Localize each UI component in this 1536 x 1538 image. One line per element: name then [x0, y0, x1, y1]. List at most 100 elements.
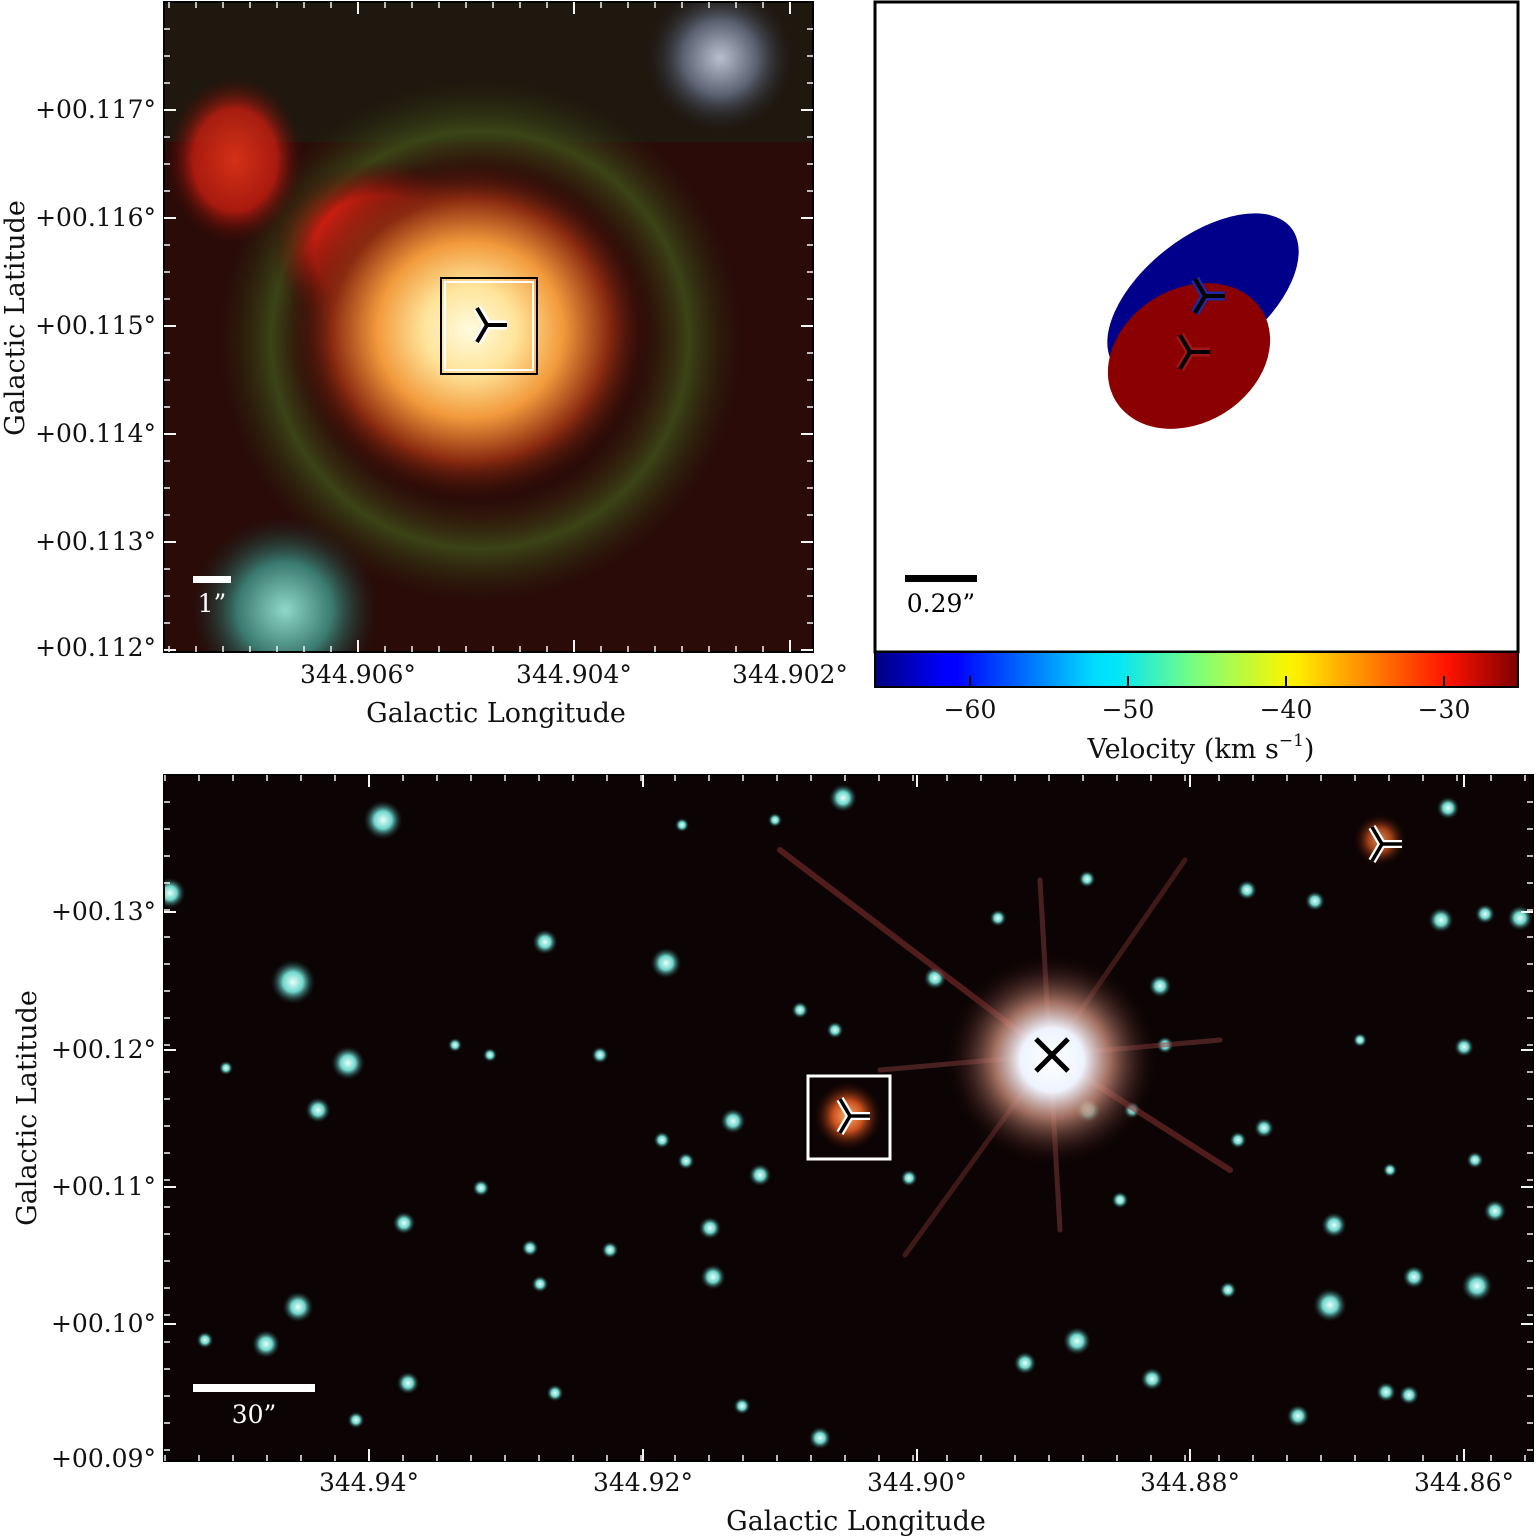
field-star — [1229, 1131, 1247, 1149]
y-tick-label: +00.116° — [35, 203, 156, 232]
field-star — [305, 1097, 331, 1123]
colorbar-title-exponent: −1 — [1279, 731, 1304, 751]
field-star — [1402, 1265, 1426, 1289]
field-star — [700, 1264, 726, 1290]
wide-field-image — [164, 775, 1533, 1461]
field-stars — [164, 784, 1533, 1450]
colorbar-tick-label: −40 — [1260, 695, 1313, 724]
y-tick-label: +00.09° — [51, 1444, 156, 1473]
y-tick-label: +00.12° — [51, 1035, 156, 1064]
field-star — [1237, 880, 1257, 900]
colorbar-tick-label: −30 — [1418, 695, 1471, 724]
field-star — [392, 1211, 416, 1235]
field-star — [698, 1216, 722, 1240]
y-tick-label: +00.10° — [51, 1309, 156, 1338]
scale-bar-label: 30” — [232, 1400, 277, 1429]
field-star — [1063, 1327, 1091, 1355]
velocity-colorbar — [874, 651, 1519, 688]
y-tick-label: +00.13° — [51, 897, 156, 926]
field-star — [282, 1291, 314, 1323]
field-star — [219, 1061, 233, 1075]
field-star — [1436, 796, 1460, 820]
y-tick-label: +00.11° — [51, 1172, 156, 1201]
field-star — [448, 1038, 462, 1052]
field-star — [826, 1021, 844, 1039]
colorbar-tick-label: −60 — [944, 695, 997, 724]
bottom-panel: 30” +00.13° +00.12° +00.11° +00.10° +00.… — [12, 774, 1534, 1537]
field-star — [1148, 974, 1172, 998]
field-star — [196, 1331, 214, 1349]
field-star — [331, 1046, 365, 1080]
field-star — [677, 1152, 695, 1170]
field-star — [989, 909, 1007, 927]
field-star — [601, 1241, 619, 1259]
top-left-panel: 1” +00.117° +00.116° +00.115° +00.114° +… — [0, 1, 848, 729]
field-star — [733, 1397, 751, 1415]
field-star — [1353, 1033, 1367, 1047]
source-box-marker-inner — [444, 281, 534, 371]
field-star — [1475, 904, 1495, 924]
field-star — [1507, 905, 1533, 931]
field-star — [768, 813, 782, 827]
field-star — [1286, 1404, 1310, 1428]
field-star — [483, 1048, 497, 1062]
field-star — [1454, 1037, 1474, 1057]
field-star — [164, 877, 186, 909]
field-star — [363, 800, 403, 840]
field-star — [748, 1163, 772, 1187]
x-tick-label: 344.904° — [516, 660, 632, 689]
x-tick-label: 344.88° — [1140, 1468, 1240, 1497]
field-star — [675, 818, 689, 832]
field-star — [1376, 1382, 1396, 1402]
top-right-panel: 0.29” −60 −50 −40 −30 Velocity (km s−1) — [873, 0, 1520, 765]
field-star — [1383, 1163, 1397, 1177]
field-star — [791, 1001, 809, 1019]
field-star — [472, 1179, 490, 1197]
bright-star — [947, 955, 1157, 1165]
field-star — [591, 1046, 609, 1064]
x-tick-label: 344.90° — [867, 1468, 967, 1497]
field-star — [829, 784, 857, 812]
field-star — [720, 1108, 746, 1134]
x-tick-label: 344.902° — [732, 660, 848, 689]
x-tick-label: 344.906° — [300, 660, 416, 689]
y-tick-label: +00.117° — [35, 95, 156, 124]
colorbar-tick-label: −50 — [1102, 695, 1155, 724]
colorbar-title-text: Velocity (km s — [1087, 734, 1279, 765]
x-tick-label: 344.92° — [593, 1468, 693, 1497]
field-star — [1078, 870, 1096, 888]
field-star — [1219, 1281, 1237, 1299]
y-tick-label: +00.112° — [35, 633, 156, 662]
field-star — [1140, 1367, 1164, 1391]
field-star — [900, 1169, 918, 1187]
y-tick-label: +00.113° — [35, 527, 156, 556]
tick-marks — [164, 2, 813, 652]
bright-star-cross-icon — [1034, 1037, 1070, 1073]
zoom-image — [164, 2, 813, 652]
field-star — [1399, 1385, 1419, 1405]
source-box-marker — [806, 1074, 892, 1161]
scale-bar — [193, 576, 231, 583]
field-star — [653, 1131, 671, 1149]
field-star — [532, 929, 558, 955]
field-star — [1466, 1151, 1484, 1169]
scale-bar — [905, 575, 977, 582]
field-star — [1483, 1199, 1507, 1223]
field-star — [1428, 907, 1454, 933]
x-tick-label: 344.86° — [1414, 1468, 1514, 1497]
x-tick-label: 344.94° — [319, 1468, 419, 1497]
scale-bar — [193, 1384, 315, 1392]
tick-marks — [164, 775, 1533, 1461]
colorbar-ticks — [969, 676, 1445, 687]
field-star — [270, 959, 316, 1005]
field-star — [396, 1371, 420, 1395]
scale-bar-label: 0.29” — [907, 589, 975, 618]
field-star — [1313, 1288, 1347, 1322]
x-axis-title: Galactic Longitude — [366, 698, 626, 729]
field-star — [521, 1239, 539, 1257]
field-star — [347, 1411, 365, 1429]
plot-frame — [163, 774, 1534, 1462]
field-star — [1321, 1212, 1347, 1238]
y-tick-label: +00.115° — [35, 311, 156, 340]
field-star — [1111, 1191, 1129, 1209]
